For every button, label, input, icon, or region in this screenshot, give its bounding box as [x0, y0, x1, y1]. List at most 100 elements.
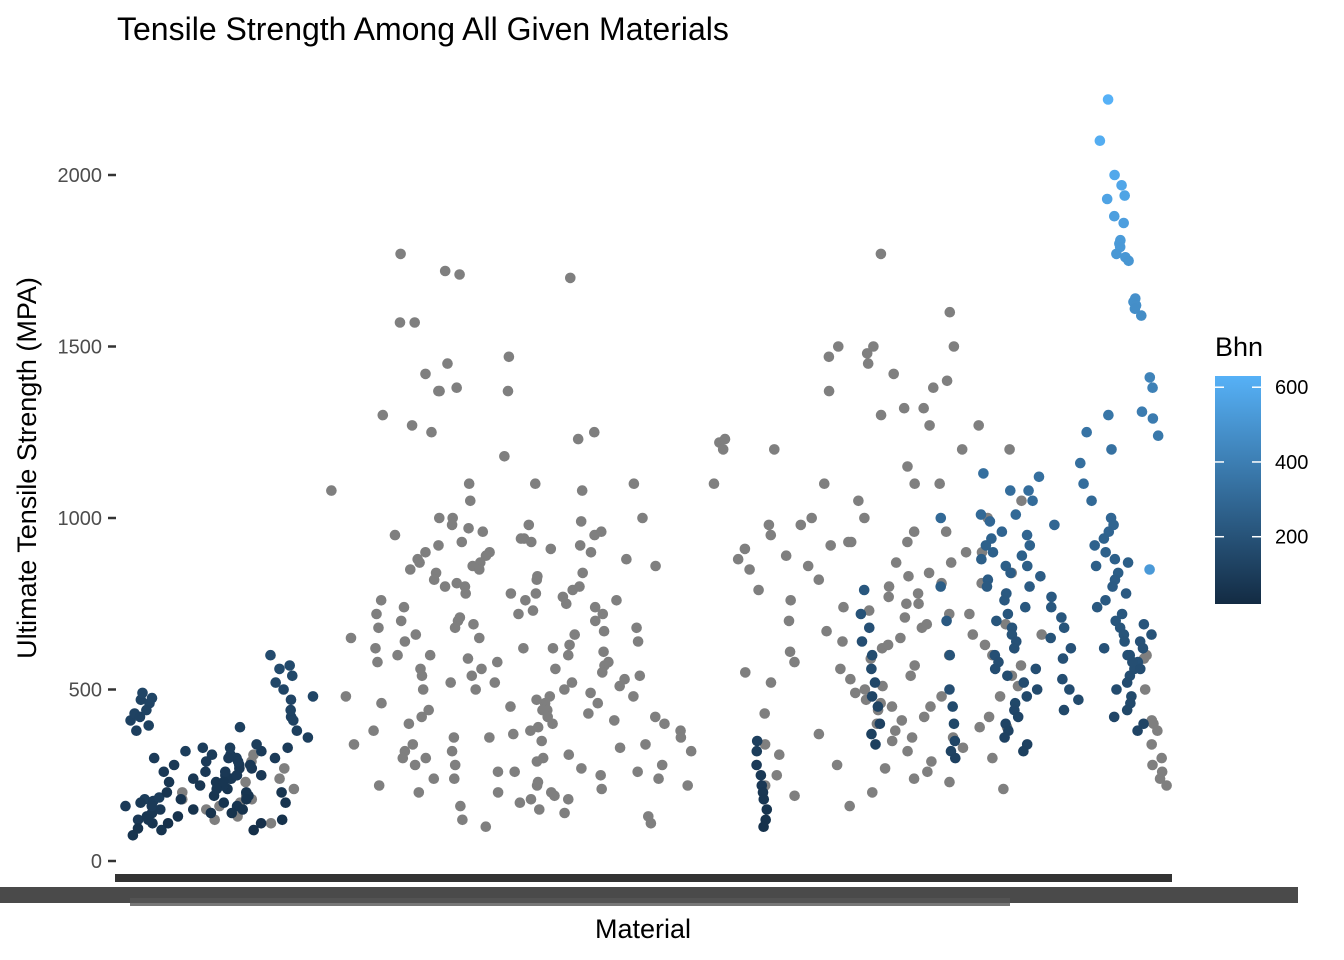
data-point	[1016, 496, 1027, 507]
data-point	[1005, 568, 1016, 579]
data-point	[720, 434, 731, 445]
y-tick-label: 2000	[58, 165, 103, 187]
data-point	[995, 691, 1006, 702]
data-point	[803, 561, 814, 572]
data-point	[752, 736, 763, 747]
data-point	[1111, 684, 1122, 695]
data-point	[1136, 310, 1147, 321]
data-point	[1046, 602, 1057, 613]
data-point	[559, 684, 570, 695]
data-point	[1009, 643, 1020, 654]
data-point	[276, 787, 287, 798]
data-point	[576, 516, 587, 527]
data-point	[256, 818, 267, 829]
data-point	[838, 602, 849, 613]
data-point	[957, 444, 968, 455]
data-point	[857, 636, 868, 647]
data-point	[245, 760, 256, 771]
data-point	[733, 554, 744, 565]
data-point	[1022, 530, 1033, 541]
data-point	[752, 746, 763, 757]
data-point	[274, 773, 285, 784]
data-point	[499, 451, 510, 462]
data-point	[1022, 561, 1033, 572]
data-point	[282, 743, 293, 754]
data-point	[563, 794, 574, 805]
data-point	[559, 808, 570, 819]
data-point	[285, 705, 296, 716]
data-point	[653, 773, 664, 784]
x-tick-labels-shadow	[130, 898, 1010, 906]
data-point	[1132, 725, 1143, 736]
data-point	[550, 664, 561, 675]
x-axis-line	[115, 874, 1172, 882]
data-point	[1100, 547, 1111, 558]
data-point	[1025, 540, 1036, 551]
data-point	[218, 777, 229, 788]
data-point	[143, 720, 154, 731]
data-point	[759, 794, 770, 805]
data-point	[640, 739, 651, 750]
data-point	[676, 732, 687, 743]
data-point	[1138, 643, 1149, 654]
data-point	[883, 640, 894, 651]
data-point	[400, 636, 411, 647]
data-point	[547, 719, 558, 730]
data-point	[390, 530, 401, 541]
data-point	[944, 777, 955, 788]
data-point	[395, 317, 406, 328]
data-point	[744, 564, 755, 575]
y-tick-label: 500	[69, 680, 102, 702]
data-point	[1095, 135, 1106, 146]
data-point	[454, 269, 465, 280]
data-point	[718, 444, 729, 455]
data-point	[225, 743, 236, 754]
data-point	[505, 701, 516, 712]
legend-tick-label: 200	[1275, 527, 1308, 549]
data-point	[277, 815, 288, 826]
data-point	[593, 698, 604, 709]
data-point	[949, 719, 960, 730]
data-point	[632, 767, 643, 778]
x-axis-title: Material	[595, 914, 691, 944]
data-point	[478, 526, 489, 537]
data-point	[450, 760, 461, 771]
data-point	[1018, 746, 1029, 757]
data-point	[772, 770, 783, 781]
data-point	[573, 434, 584, 445]
data-point	[1161, 780, 1172, 791]
data-point	[814, 574, 825, 585]
data-point	[447, 520, 458, 531]
data-point	[341, 691, 352, 702]
data-point	[629, 478, 640, 489]
data-point	[270, 753, 281, 764]
data-point	[414, 787, 425, 798]
data-point	[1146, 629, 1157, 640]
data-point	[575, 540, 586, 551]
data-point	[1024, 581, 1035, 592]
data-point	[223, 753, 234, 764]
data-point	[143, 815, 154, 826]
data-point	[789, 657, 800, 668]
data-point	[1139, 619, 1150, 630]
data-point	[493, 787, 504, 798]
data-point	[490, 677, 501, 688]
data-point	[759, 708, 770, 719]
data-point	[1020, 602, 1031, 613]
data-point	[530, 478, 541, 489]
data-point	[412, 554, 423, 565]
data-point	[372, 657, 383, 668]
data-point	[999, 732, 1010, 743]
y-axis-title: Ultimate Tensile Strength (MPA)	[12, 277, 42, 659]
data-point	[533, 722, 544, 733]
data-point	[870, 677, 881, 688]
data-point	[141, 705, 152, 716]
data-point	[1016, 660, 1027, 671]
data-point	[942, 376, 953, 387]
data-point	[452, 578, 463, 589]
data-point	[561, 599, 572, 610]
data-point	[176, 794, 187, 805]
data-point	[1109, 170, 1120, 181]
data-point	[1122, 705, 1133, 716]
